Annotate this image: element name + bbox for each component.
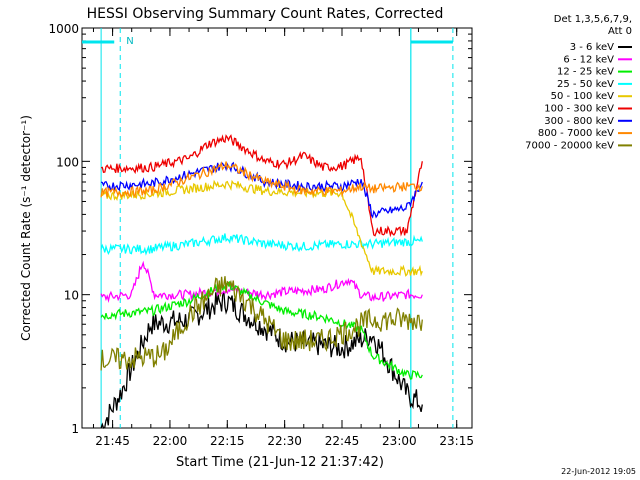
legend-label: 50 - 100 keV bbox=[551, 91, 615, 102]
legend-label: 6 - 12 keV bbox=[563, 54, 614, 65]
legend-header: Att 0 bbox=[608, 26, 632, 37]
series-line bbox=[100, 233, 423, 256]
axis-ticks: 1 10 100 1000 21:45 22:00 22:15 22:30 22:45 23:00… bbox=[48, 22, 474, 448]
x-tick-label: 22:15 bbox=[210, 434, 245, 448]
plot-frame bbox=[81, 27, 473, 429]
legend-label: 25 - 50 keV bbox=[557, 79, 614, 90]
y-tick-label: 1000 bbox=[48, 22, 79, 36]
footer-date: 22-Jun-2012 19:05 bbox=[561, 467, 636, 476]
x-tick-label: 22:00 bbox=[153, 434, 188, 448]
x-tick-label: 23:15 bbox=[439, 434, 474, 448]
x-tick-label: 22:45 bbox=[325, 434, 360, 448]
series-line bbox=[100, 160, 423, 198]
series-line bbox=[101, 179, 423, 277]
orbit-markers bbox=[82, 28, 454, 428]
legend-header: Det 1,3,5,6,7,9, bbox=[554, 14, 632, 25]
x-axis-label: Start Time (21-Jun-12 21:37:42) bbox=[176, 455, 384, 470]
series-line bbox=[100, 281, 423, 380]
series-line bbox=[100, 276, 423, 371]
series-line bbox=[100, 260, 423, 303]
legend-label: 7000 - 20000 keV bbox=[525, 140, 614, 151]
legend-label: 300 - 800 keV bbox=[544, 116, 614, 127]
series-line bbox=[100, 292, 423, 429]
legend-label: 800 - 7000 keV bbox=[538, 128, 614, 139]
chart-title: HESSI Observing Summary Count Rates, Cor… bbox=[87, 6, 444, 22]
y-tick-label: 10 bbox=[64, 289, 79, 303]
x-tick-label: 23:00 bbox=[382, 434, 417, 448]
y-tick-label: 1 bbox=[71, 422, 79, 436]
y-tick-label: 100 bbox=[56, 155, 79, 169]
x-tick-label: 22:30 bbox=[267, 434, 302, 448]
x-tick-label: 21:45 bbox=[95, 434, 130, 448]
legend-label: 100 - 300 keV bbox=[544, 104, 614, 115]
series-line bbox=[100, 134, 423, 238]
y-axis-label: Corrected Count Rate (s⁻¹ detector⁻¹) bbox=[19, 115, 33, 341]
legend-label: 12 - 25 keV bbox=[557, 67, 614, 78]
legend-label: 3 - 6 keV bbox=[570, 42, 614, 53]
series-lines bbox=[100, 134, 423, 429]
night-marker: N bbox=[126, 36, 133, 47]
